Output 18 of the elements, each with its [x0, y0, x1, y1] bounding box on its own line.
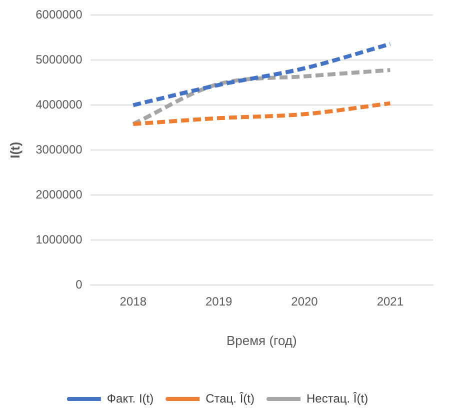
y-tick-label: 6000000: [36, 8, 83, 22]
x-tick-label: 2018: [120, 294, 147, 309]
legend-label: Стац. Î(t): [206, 391, 255, 406]
line-series: [131, 42, 392, 108]
y-tick-label: 3000000: [36, 142, 83, 156]
y-tick-label: 1000000: [36, 232, 83, 246]
y-tick-label: 5000000: [36, 52, 83, 66]
x-tick-label: 2019: [205, 294, 232, 309]
y-tick-label: 0: [76, 277, 83, 292]
line-series: [131, 101, 392, 126]
y-tick-label: 4000000: [36, 97, 83, 112]
y-axis-title: I(t): [7, 142, 22, 158]
x-tick-label: 2021: [376, 294, 404, 309]
legend-label: Нестац. Î(t): [306, 391, 368, 406]
legend-label: Факт. I(t): [106, 391, 154, 406]
y-tick-label: 2000000: [36, 187, 83, 202]
x-axis-title: Время (год): [226, 332, 297, 348]
x-tick-label: 2020: [291, 294, 318, 309]
